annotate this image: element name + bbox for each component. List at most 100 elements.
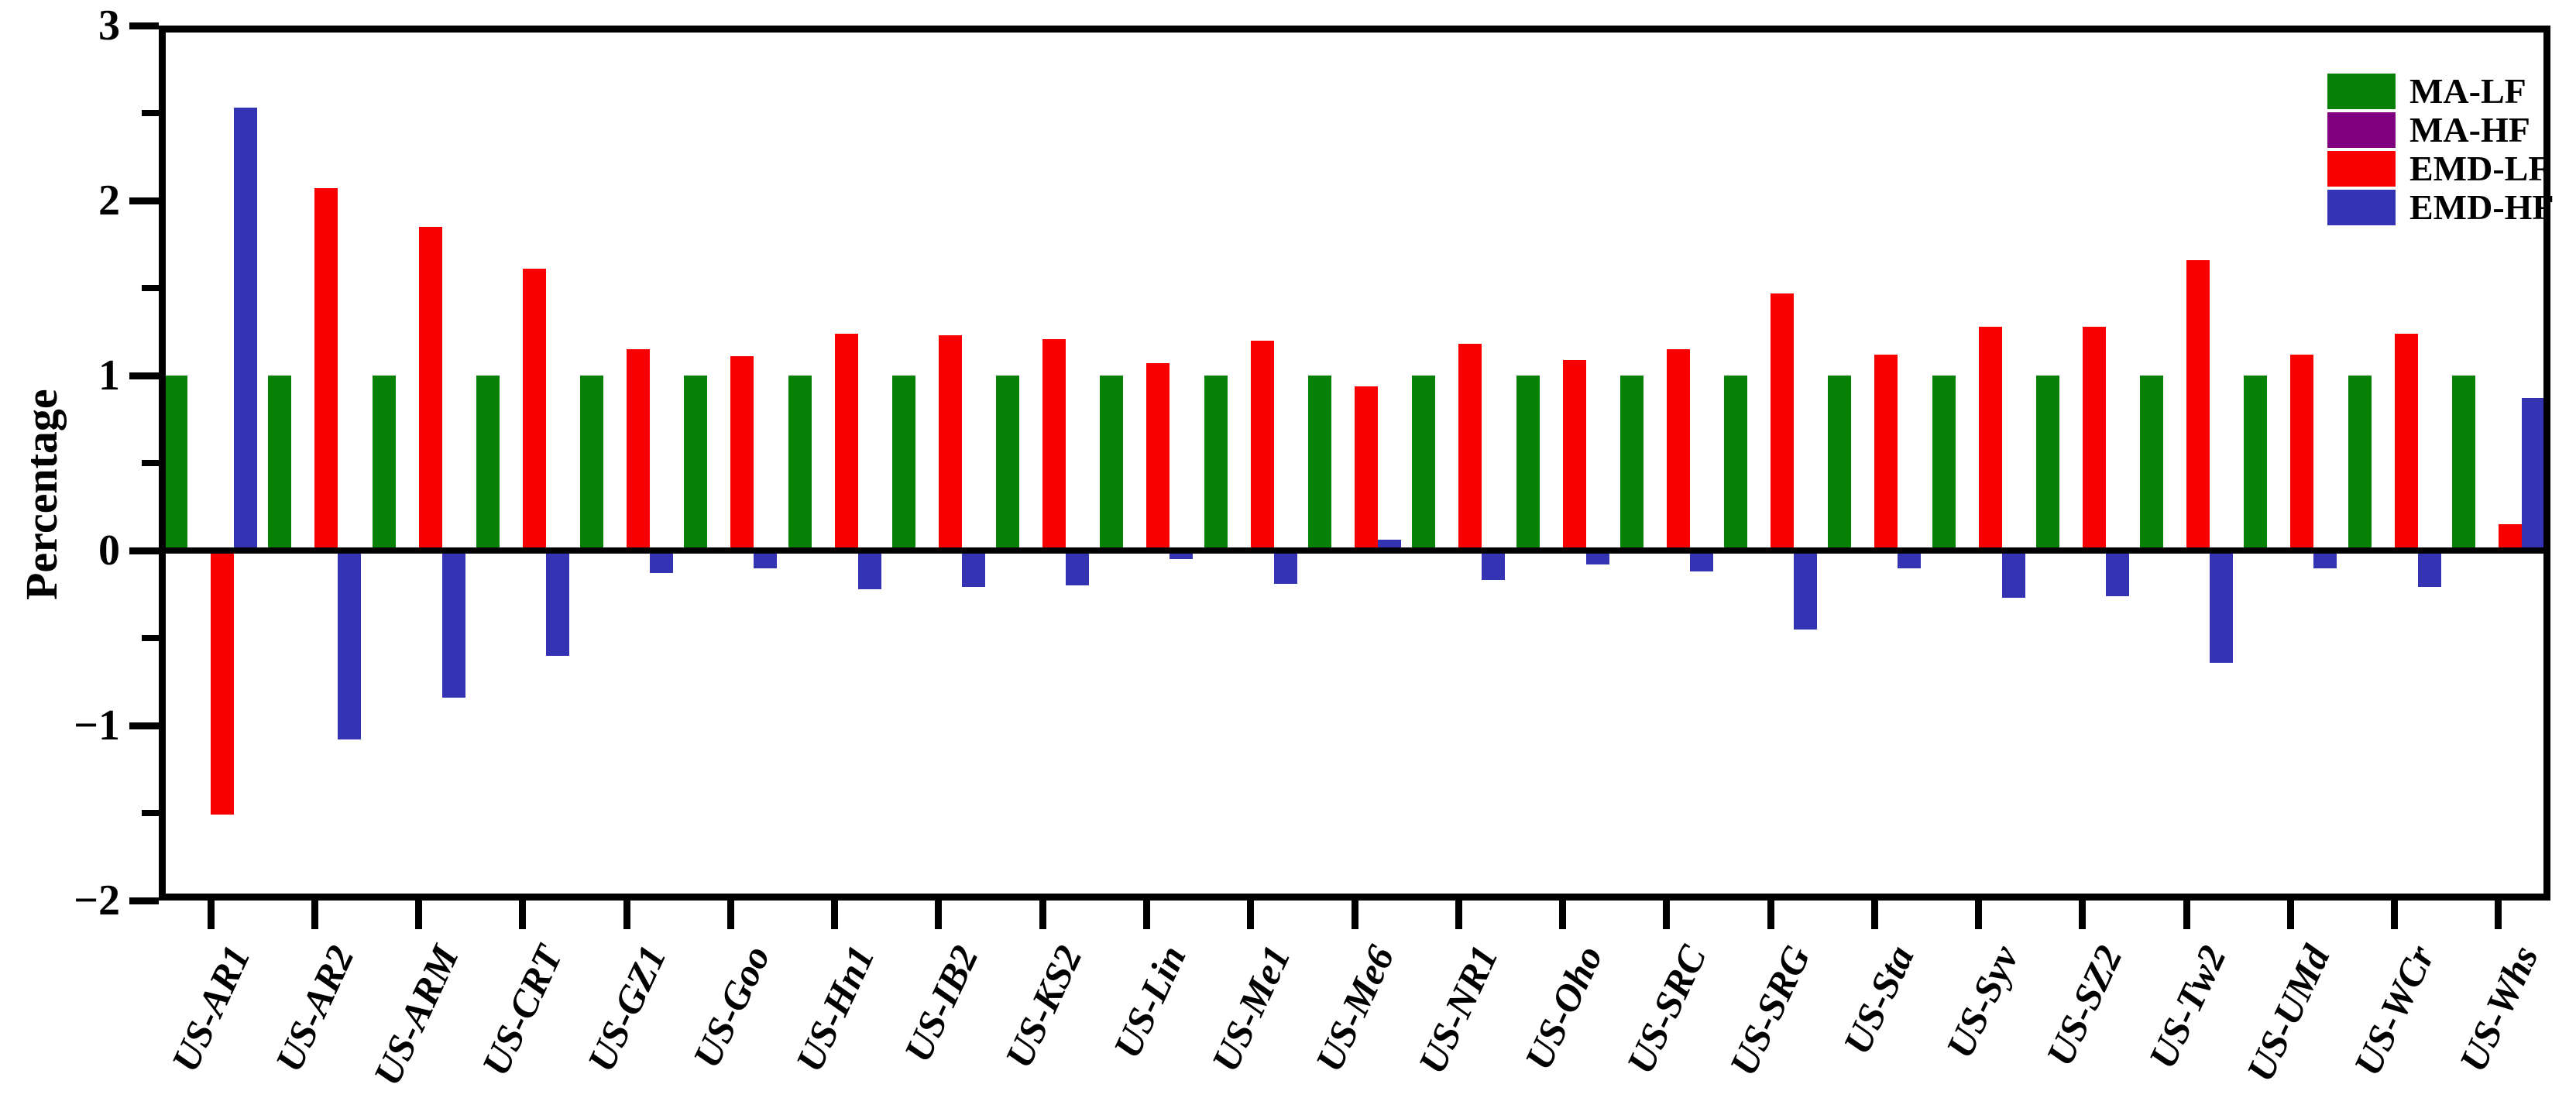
legend-item-EMD-HF: EMD-HF (2327, 190, 2554, 225)
bar-EMD-HF-US-NR1 (1482, 551, 1505, 580)
y-tick-label: 0 (98, 527, 120, 575)
x-tick-US-NR1 (1455, 901, 1462, 929)
y-tick-label: −1 (74, 702, 120, 750)
bar-MA-LF-US-UMd (2244, 376, 2267, 551)
bar-EMD-LF-US-WCr (2395, 334, 2418, 551)
y-major-tick-−2 (129, 897, 159, 904)
x-category-label-US-Syv: US-Syv (1937, 938, 2027, 1065)
legend-item-MA-HF: MA-HF (2327, 112, 2554, 148)
x-category-label-US-Me1: US-Me1 (1203, 938, 1299, 1079)
bar-MA-LF-US-WCr (2348, 376, 2372, 551)
x-category-label-US-Oho: US-Oho (1516, 938, 1611, 1076)
x-tick-US-SZ2 (2079, 901, 2086, 929)
bar-EMD-HF-US-UMd (2313, 551, 2337, 568)
bar-MA-LF-US-Sta (1828, 376, 1851, 551)
x-tick-US-AR1 (208, 901, 215, 929)
bar-EMD-LF-US-CRT (523, 269, 546, 551)
y-tick-label: 3 (98, 2, 120, 50)
bar-EMD-LF-US-Whs (2499, 524, 2522, 551)
bar-EMD-HF-US-KS2 (1066, 551, 1089, 585)
bar-EMD-HF-US-SZ2 (2106, 551, 2129, 596)
bar-EMD-HF-US-CRT (546, 551, 569, 656)
bar-MA-LF-US-Hn1 (788, 376, 812, 551)
x-tick-US-KS2 (1039, 901, 1046, 929)
bar-EMD-LF-US-AR2 (314, 188, 338, 551)
legend-label-MA-LF: MA-LF (2409, 71, 2526, 111)
bar-MA-LF-US-Tw2 (2140, 376, 2163, 551)
bar-MA-LF-US-Lin (1100, 376, 1123, 551)
x-category-label-US-ARM: US-ARM (365, 938, 467, 1093)
legend-swatch-EMD-HF (2327, 190, 2396, 225)
x-tick-US-GZ1 (623, 901, 630, 929)
y-minor-tick (142, 810, 159, 816)
bar-EMD-LF-US-UMd (2290, 355, 2313, 551)
bar-EMD-HF-US-Me1 (1274, 551, 1297, 584)
bar-EMD-HF-US-AR1 (234, 108, 257, 551)
x-tick-US-CRT (519, 901, 526, 929)
x-tick-US-WCr (2391, 901, 2398, 929)
bar-EMD-LF-US-KS2 (1042, 339, 1066, 551)
y-minor-tick (142, 110, 159, 116)
legend: MA-LF MA-HF EMD-LF EMD-HF (2327, 74, 2554, 228)
bar-EMD-LF-US-SZ2 (2083, 327, 2106, 551)
bar-EMD-LF-US-Me6 (1355, 386, 1378, 551)
x-tick-US-Lin (1143, 901, 1150, 929)
x-tick-US-AR2 (311, 901, 318, 929)
x-tick-US-UMd (2287, 901, 2294, 929)
bar-EMD-HF-US-Syv (2002, 551, 2025, 598)
bar-EMD-LF-US-IB2 (939, 335, 962, 551)
bar-EMD-LF-US-GZ1 (627, 349, 650, 551)
bar-EMD-LF-US-ARM (419, 227, 442, 551)
legend-item-MA-LF: MA-LF (2327, 74, 2554, 109)
zero-baseline (166, 547, 2543, 554)
x-tick-US-Me1 (1247, 901, 1254, 929)
x-tick-US-ARM (415, 901, 422, 929)
bar-EMD-HF-US-GZ1 (650, 551, 673, 573)
bar-EMD-HF-US-Tw2 (2210, 551, 2233, 663)
bar-EMD-HF-US-WCr (2418, 551, 2441, 587)
x-tick-US-Sta (1871, 901, 1878, 929)
bar-MA-LF-US-IB2 (892, 376, 915, 551)
legend-swatch-MA-LF (2327, 74, 2396, 109)
y-minor-tick (142, 635, 159, 641)
bar-EMD-LF-US-Oho (1563, 360, 1586, 551)
x-tick-US-IB2 (935, 901, 942, 929)
x-tick-US-Whs (2495, 901, 2502, 929)
y-major-tick-−1 (129, 722, 159, 729)
bar-EMD-HF-US-Lin (1170, 551, 1193, 559)
bar-MA-LF-US-Me6 (1308, 376, 1331, 551)
legend-swatch-EMD-LF (2327, 151, 2396, 187)
x-category-label-US-AR1: US-AR1 (163, 938, 259, 1079)
legend-label-MA-HF: MA-HF (2409, 110, 2530, 149)
bar-EMD-HF-US-ARM (442, 551, 465, 698)
bar-MA-LF-US-Oho (1516, 376, 1540, 551)
bar-MA-LF-US-KS2 (996, 376, 1019, 551)
bar-EMD-HF-US-AR2 (338, 551, 361, 739)
y-tick-label: −2 (74, 877, 120, 925)
bar-MA-LF-US-Syv (1932, 376, 1956, 551)
bar-EMD-HF-US-SRG (1794, 551, 1817, 630)
bar-EMD-LF-US-Sta (1874, 355, 1898, 551)
bar-EMD-LF-US-Syv (1979, 327, 2002, 551)
bar-EMD-LF-US-NR1 (1458, 344, 1482, 551)
bar-MA-LF-US-AR1 (164, 376, 187, 551)
y-major-tick-1 (129, 372, 159, 379)
bar-MA-LF-US-CRT (476, 376, 500, 551)
bar-EMD-HF-US-SRC (1690, 551, 1713, 571)
y-tick-label: 2 (98, 177, 120, 225)
bar-EMD-HF-US-Whs (2522, 398, 2545, 551)
bar-MA-LF-US-AR2 (268, 376, 291, 551)
bar-EMD-LF-US-AR1 (211, 551, 234, 815)
bar-MA-LF-US-SRG (1724, 376, 1747, 551)
bar-MA-LF-US-SRC (1620, 376, 1643, 551)
bar-MA-LF-US-SZ2 (2036, 376, 2059, 551)
bar-EMD-HF-US-Hn1 (858, 551, 881, 589)
bar-MA-LF-US-NR1 (1412, 376, 1435, 551)
y-major-tick-2 (129, 197, 159, 204)
x-tick-US-Syv (1975, 901, 1982, 929)
bar-EMD-LF-US-Hn1 (835, 334, 858, 551)
y-major-tick-0 (129, 547, 159, 554)
legend-swatch-MA-HF (2327, 112, 2396, 148)
y-minor-tick (142, 285, 159, 291)
